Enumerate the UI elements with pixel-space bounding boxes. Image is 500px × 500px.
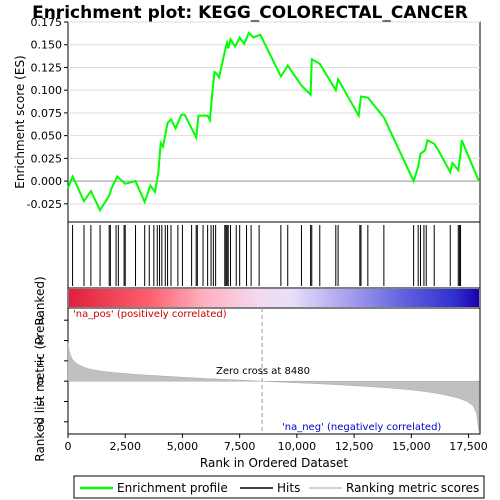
x-tick-label: 12,500 [335, 440, 374, 453]
es-y-axis: -0.025 0.000 0.025 0.050 0.075 0.100 0.125 0.15… [27, 16, 68, 211]
metric-y-axis-title: Ranked list metric (PreRanked) [33, 276, 47, 461]
pos-correlated-label: 'na_pos' (positively correlated) [73, 309, 227, 320]
es-y-tick-label: -0.025 [27, 198, 62, 211]
x-tick-label: 10,000 [278, 440, 317, 453]
enrichment-profile-series [67, 31, 480, 213]
legend-profile-label: Enrichment profile [117, 481, 228, 495]
es-y-tick-label: 0.175 [31, 16, 63, 29]
x-tick-label: 2,500 [109, 440, 141, 453]
metric-y-tick-label: -1 [33, 395, 44, 408]
metric-y-axis: -2 -1 0 1 2 3 [33, 314, 68, 429]
es-y-tick-label: 0.125 [31, 61, 63, 74]
ranking-metric-series [67, 342, 480, 432]
es-y-tick-label: 0.150 [31, 39, 63, 52]
colorbar-gradient-fill [69, 289, 479, 307]
x-tick-label: 17,500 [449, 440, 488, 453]
es-y-tick-label: 0.075 [31, 107, 63, 120]
es-y-tick-label: 0.100 [31, 84, 63, 97]
es-y-tick-label: 0.000 [31, 175, 63, 188]
ranking-colorbar [69, 289, 479, 307]
ranking-metric-area [67, 308, 480, 434]
x-tick-label: 5,000 [167, 440, 199, 453]
metric-y-tick-label: 3 [37, 314, 44, 327]
es-y-tick-label: 0.050 [31, 130, 63, 143]
metric-y-tick-label: 0 [37, 375, 44, 388]
x-tick-label: 15,000 [392, 440, 431, 453]
metric-y-tick-label: -2 [33, 416, 44, 429]
x-tick-label: 7,500 [224, 440, 256, 453]
x-tick-label: 0 [65, 440, 72, 453]
es-gridlines [68, 21, 480, 205]
zero-cross-label: Zero cross at 8480 [216, 366, 310, 377]
legend-ranking-label: Ranking metric scores [346, 481, 479, 495]
metric-y-tick-label: 1 [37, 355, 44, 368]
es-panel-frame [67, 21, 481, 223]
legend-box [73, 475, 485, 499]
x-axis: 0 2,500 5,000 7,500 10,000 12,500 15,000 17,500 [65, 434, 488, 453]
es-y-axis-title: Enrichment score (ES) [13, 55, 27, 188]
neg-correlated-label: 'na_neg' (negatively correlated) [282, 422, 441, 433]
hits-markers [72, 225, 462, 286]
es-y-tick-label: 0.025 [31, 152, 63, 165]
x-axis-title: Rank in Ordered Dataset [200, 456, 348, 470]
chart-title: Enrichment plot: KEGG_COLORECTAL_CANCER [32, 3, 468, 23]
legend-hits-label: Hits [277, 481, 300, 495]
enrichment-profile-line [67, 31, 480, 213]
metric-y-tick-label: 2 [37, 335, 44, 348]
